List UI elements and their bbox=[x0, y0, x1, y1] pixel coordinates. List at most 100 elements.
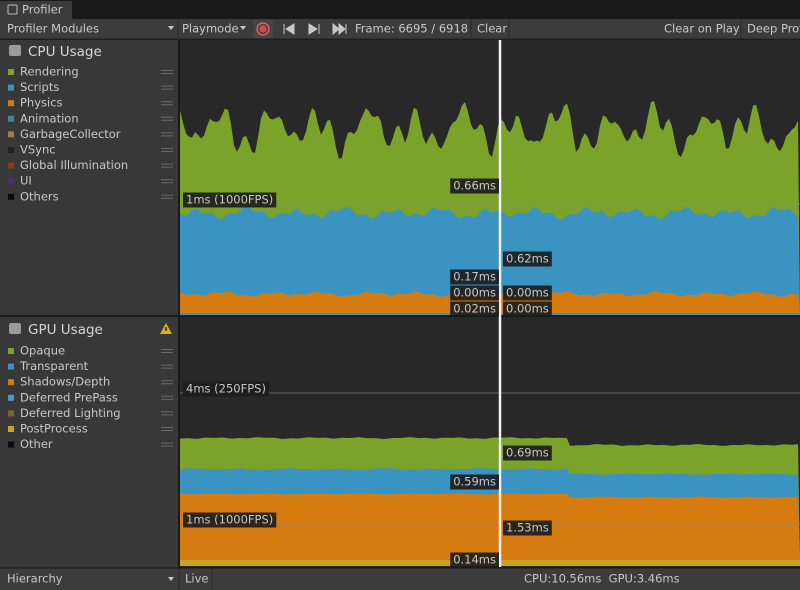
legend-label[interactable]: Transparent bbox=[19, 359, 89, 373]
clear-button[interactable]: Clear bbox=[477, 22, 507, 36]
drag-handle[interactable] bbox=[161, 163, 173, 168]
dropdown-arrow bbox=[168, 577, 174, 581]
legend-swatch bbox=[8, 379, 14, 386]
legend-label[interactable]: Deferred Lighting bbox=[20, 406, 121, 420]
guides: 1ms (1000FPS) 4ms (250FPS) 1ms (1000FPS) bbox=[180, 192, 800, 528]
legend-swatch bbox=[8, 441, 14, 448]
value-marker-box bbox=[503, 285, 552, 301]
legend-swatch bbox=[8, 178, 14, 185]
drag-handle[interactable] bbox=[161, 427, 173, 431]
drag-handle[interactable] bbox=[161, 116, 173, 121]
frame-stats: CPU:10.56ms GPU:3.46ms bbox=[524, 572, 680, 586]
drag-handle[interactable] bbox=[161, 179, 173, 184]
drag-handle[interactable] bbox=[161, 349, 173, 353]
guide-label: 4ms (250FPS) bbox=[186, 382, 266, 396]
drag-handle[interactable] bbox=[161, 395, 173, 400]
legend-swatch bbox=[8, 426, 14, 432]
value-marker: 0.62ms bbox=[506, 252, 549, 266]
value-marker-box bbox=[503, 301, 552, 317]
guide-label: 1ms (1000FPS) bbox=[186, 513, 273, 527]
value-marker: 1.53ms bbox=[506, 521, 549, 535]
legend-label[interactable]: Opaque bbox=[20, 344, 65, 358]
dropdown-arrow bbox=[240, 26, 246, 30]
drag-handle[interactable] bbox=[161, 70, 173, 74]
value-marker: 0.00ms bbox=[506, 302, 549, 316]
legend-label[interactable]: Others bbox=[20, 189, 59, 203]
module-title[interactable]: CPU Usage bbox=[28, 44, 102, 60]
legend-label[interactable]: Physics bbox=[20, 96, 63, 110]
drag-handle[interactable] bbox=[161, 148, 173, 152]
prev-frame-button[interactable] bbox=[283, 23, 295, 35]
legend-label[interactable]: Global Illumination bbox=[20, 158, 128, 172]
value-marker: 0.66ms bbox=[453, 179, 496, 193]
legend-label[interactable]: Animation bbox=[20, 111, 79, 125]
view-dropdown[interactable]: Hierarchy bbox=[7, 572, 63, 586]
legend-label[interactable]: Deferred PrePass bbox=[20, 390, 118, 404]
value-marker: 0.17ms bbox=[453, 270, 496, 284]
guide-label-box bbox=[183, 512, 277, 528]
tab-label[interactable]: Profiler bbox=[22, 3, 63, 17]
value-marker: 0.00ms bbox=[506, 286, 549, 300]
guide-label-box bbox=[183, 381, 269, 397]
value-marker-box bbox=[503, 445, 552, 461]
footer bbox=[0, 568, 800, 590]
drag-handle[interactable] bbox=[161, 132, 173, 137]
deep-profile-button[interactable]: Deep Profi bbox=[747, 22, 800, 36]
mode-dropdown[interactable]: Playmode bbox=[182, 22, 239, 36]
markers: 0.66ms 0.62ms 0.17ms 0.00ms 0.00ms 0.02ms 0.00… bbox=[450, 178, 552, 568]
tab-icon bbox=[7, 4, 18, 15]
value-marker-box bbox=[450, 474, 499, 490]
legend-label[interactable]: UI bbox=[20, 174, 32, 188]
next-frame-button[interactable] bbox=[308, 23, 320, 35]
legend-swatch bbox=[8, 363, 14, 370]
dropdown-arrow bbox=[168, 26, 174, 30]
legend-label[interactable]: Shadows/Depth bbox=[20, 375, 110, 389]
drag-handle[interactable] bbox=[161, 380, 173, 385]
legend-label[interactable]: Other bbox=[20, 437, 53, 451]
legend-label[interactable]: Rendering bbox=[20, 65, 79, 79]
frame-counter: Frame: 6695 / 6918 bbox=[355, 22, 468, 36]
drag-handle[interactable] bbox=[161, 85, 173, 90]
legend-swatch bbox=[8, 131, 14, 138]
legend-swatch bbox=[8, 69, 14, 75]
record-ring bbox=[256, 22, 270, 36]
legend-swatch bbox=[8, 162, 14, 169]
value-marker-box bbox=[503, 251, 552, 267]
legend-label[interactable]: PostProcess bbox=[20, 422, 88, 436]
drag-handle[interactable] bbox=[161, 194, 173, 199]
drag-handle[interactable] bbox=[161, 442, 173, 447]
legend-swatch bbox=[8, 115, 14, 122]
legend-label[interactable]: VSync bbox=[20, 143, 56, 157]
legend-swatch bbox=[8, 193, 14, 200]
cpu-icon bbox=[9, 45, 21, 56]
value-marker-box bbox=[450, 552, 499, 568]
value-marker-box bbox=[503, 520, 552, 536]
gpu-areas bbox=[180, 437, 800, 566]
tab[interactable] bbox=[0, 1, 72, 19]
last-frame-button[interactable] bbox=[332, 22, 347, 36]
guide-label: 1ms (1000FPS) bbox=[186, 193, 273, 207]
clear-on-play-button[interactable]: Clear on Play bbox=[664, 22, 740, 36]
value-marker: 0.00ms bbox=[453, 286, 496, 300]
value-marker: 0.69ms bbox=[506, 446, 549, 460]
legend-swatch bbox=[8, 100, 14, 107]
legend-label[interactable]: Scripts bbox=[20, 80, 59, 94]
legend-swatch bbox=[8, 84, 14, 91]
value-marker: 0.59ms bbox=[453, 475, 496, 489]
module-title[interactable]: GPU Usage bbox=[28, 322, 103, 338]
legend-swatch bbox=[8, 394, 14, 401]
drag-handle[interactable] bbox=[161, 364, 173, 369]
modules-dropdown[interactable]: Profiler Modules bbox=[7, 22, 99, 36]
cpu-areas bbox=[180, 100, 800, 316]
live-toggle[interactable]: Live bbox=[185, 572, 208, 586]
tab-bar bbox=[0, 0, 800, 19]
gpu-icon bbox=[9, 323, 21, 334]
value-marker-box bbox=[450, 301, 499, 317]
drag-handle[interactable] bbox=[161, 411, 173, 416]
value-marker: 0.02ms bbox=[453, 302, 496, 316]
record-dot bbox=[259, 25, 267, 33]
drag-handle[interactable] bbox=[161, 101, 173, 106]
legend-label[interactable]: GarbageCollector bbox=[20, 127, 121, 141]
